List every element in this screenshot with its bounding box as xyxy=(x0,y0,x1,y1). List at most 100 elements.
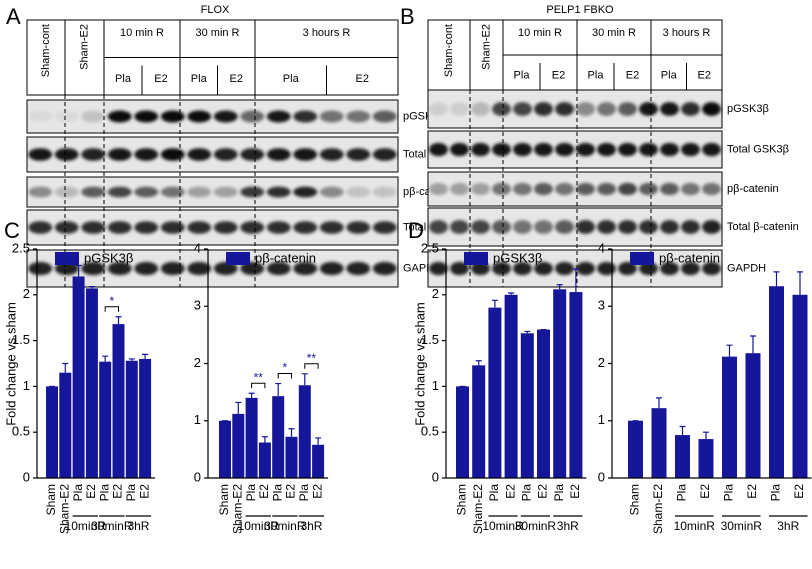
row-label: Total β-catenin xyxy=(727,221,799,233)
blot-band xyxy=(618,261,637,276)
blot-band xyxy=(372,186,397,198)
group-label: 10minR xyxy=(674,519,716,533)
legend-label: pβ-catenin xyxy=(659,250,720,265)
panel-letter: A xyxy=(6,4,21,29)
blot-band xyxy=(555,102,574,116)
blot-band xyxy=(81,110,106,123)
significance-bracket xyxy=(277,373,292,379)
bar xyxy=(272,396,285,478)
blot-band xyxy=(660,182,679,196)
y-tick-label: 1 xyxy=(194,412,201,427)
blot-band xyxy=(293,148,318,161)
blot-band xyxy=(240,186,265,198)
blot-band xyxy=(492,220,511,234)
blot-band xyxy=(54,221,79,234)
blot-band xyxy=(187,261,212,276)
blot-band xyxy=(319,110,344,123)
blot-band xyxy=(660,261,679,276)
treatment-label: E2 xyxy=(154,73,167,85)
error-bar xyxy=(261,436,268,443)
error-bar xyxy=(88,285,95,289)
blot-band xyxy=(555,142,574,157)
blot-band xyxy=(639,142,658,157)
error-bar xyxy=(726,344,733,357)
y-tick-label: 2 xyxy=(432,286,439,301)
row-label: Total GSK3β xyxy=(727,143,789,155)
legend-swatch xyxy=(55,252,79,265)
blot-band xyxy=(372,148,397,161)
bar xyxy=(745,353,761,478)
y-tick-label: 0.5 xyxy=(12,424,30,439)
y-tick-label: 2 xyxy=(194,355,201,370)
blot-band xyxy=(134,221,159,234)
blot-band xyxy=(492,182,511,196)
bar xyxy=(628,420,643,478)
blot-band xyxy=(372,221,397,234)
blot-band xyxy=(28,186,53,198)
bar xyxy=(488,307,502,478)
bar xyxy=(112,324,125,478)
blot-band xyxy=(639,261,658,276)
y-tick-label: 1 xyxy=(598,412,605,427)
bar xyxy=(99,361,112,478)
blot-band xyxy=(372,110,397,123)
error-bar xyxy=(142,353,149,359)
blot-band xyxy=(597,182,616,196)
error-bar xyxy=(703,431,709,440)
blot-band xyxy=(555,261,574,276)
blot-band xyxy=(492,102,511,116)
bar xyxy=(59,372,72,478)
blot-band xyxy=(702,102,721,116)
blot-band xyxy=(429,142,448,157)
blot-band xyxy=(597,102,616,116)
blot-band xyxy=(471,142,490,157)
blot-band xyxy=(28,261,53,276)
error-bar xyxy=(508,292,515,295)
blot-band xyxy=(213,221,238,234)
bar xyxy=(651,408,667,478)
significance-bracket xyxy=(104,306,119,312)
y-tick-label: 3 xyxy=(598,298,605,313)
group-label: 3hR xyxy=(777,519,799,533)
blot-band xyxy=(81,261,106,276)
error-bar xyxy=(128,358,135,361)
error-bar xyxy=(115,316,122,325)
blot-band xyxy=(240,148,265,161)
blot-band xyxy=(555,182,574,196)
blot-band xyxy=(213,261,238,276)
significance-label: * xyxy=(110,294,115,308)
legend-swatch xyxy=(630,252,654,265)
x-tick-label: E2 xyxy=(310,484,324,499)
bar xyxy=(312,444,325,478)
blot-band xyxy=(28,148,53,161)
treatment-label: Pla xyxy=(514,69,531,81)
bar xyxy=(553,289,567,478)
blot-band xyxy=(576,142,595,157)
blot-band xyxy=(213,148,238,161)
error-bar xyxy=(773,271,780,287)
blot-band xyxy=(702,142,721,157)
error-bar xyxy=(475,360,482,366)
blot-band xyxy=(346,110,371,123)
error-bar xyxy=(315,437,322,445)
treatment-label: Pla xyxy=(661,69,678,81)
blot-band xyxy=(702,261,721,276)
bar xyxy=(456,386,469,478)
blot-band xyxy=(240,221,265,234)
blot-band xyxy=(597,142,616,157)
x-tick-label: Sham xyxy=(44,484,58,515)
blot-title: FLOX xyxy=(201,4,230,16)
x-tick-label: Sham-E2 xyxy=(230,484,244,534)
bar xyxy=(472,365,486,478)
blot-band xyxy=(54,186,79,198)
blot-band xyxy=(319,148,344,161)
x-tick-label: E2 xyxy=(536,484,550,499)
blot-band xyxy=(471,261,490,276)
group-label: 30 min R xyxy=(195,27,239,39)
blot-band xyxy=(160,221,185,234)
error-bar xyxy=(556,284,563,290)
treatment-label: Pla xyxy=(588,69,605,81)
bar xyxy=(285,436,298,478)
blot-band xyxy=(134,148,159,161)
